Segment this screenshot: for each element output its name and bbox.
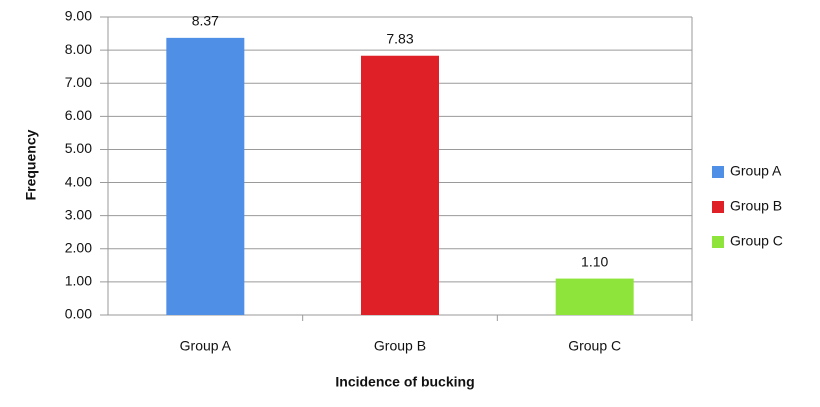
y-tick-label: 0.00 <box>65 306 92 322</box>
y-tick-label: 5.00 <box>65 140 92 156</box>
y-tick-label: 1.00 <box>65 273 92 289</box>
data-label: 8.37 <box>192 13 219 29</box>
y-tick-label: 4.00 <box>65 173 92 189</box>
y-tick-label: 3.00 <box>65 206 92 222</box>
data-label: 7.83 <box>386 30 413 46</box>
bar <box>361 55 439 316</box>
bar <box>166 37 245 316</box>
x-axis-label: Incidence of bucking <box>335 374 474 390</box>
x-tick-label: Group B <box>374 338 426 354</box>
data-label: 1.10 <box>581 253 608 269</box>
legend-label: Group C <box>730 233 783 249</box>
legend-swatch <box>712 236 724 248</box>
y-axis-label: Frequency <box>23 129 39 200</box>
y-tick-label: 9.00 <box>65 8 92 24</box>
y-tick-label: 8.00 <box>65 41 92 57</box>
legend-label: Group B <box>730 198 782 214</box>
x-tick-label: Group A <box>180 338 232 354</box>
legend-swatch <box>712 201 724 213</box>
x-tick-label: Group C <box>568 338 621 354</box>
y-tick-label: 2.00 <box>65 239 92 255</box>
y-tick-label: 6.00 <box>65 107 92 123</box>
y-tick-label: 7.00 <box>65 74 92 90</box>
legend-label: Group A <box>730 163 782 179</box>
bar <box>555 278 634 315</box>
legend-swatch <box>712 166 724 178</box>
